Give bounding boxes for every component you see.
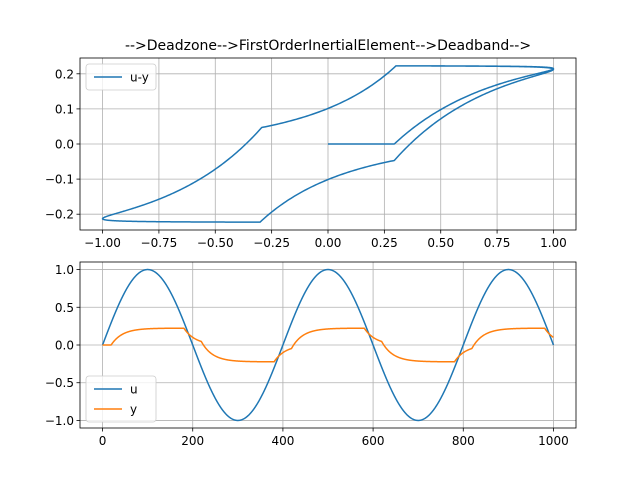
legend-box — [85, 375, 157, 423]
legend-label-u: u — [130, 383, 138, 397]
x-tick-label-5: 0.25 — [371, 236, 398, 250]
series-line-u-y — [101, 65, 555, 223]
y-tick-label-4: 0.2 — [55, 67, 74, 81]
x-tick-label-2: 400 — [271, 434, 294, 448]
series-line-y — [102, 327, 554, 363]
y-tick-label-4: 1.0 — [55, 263, 74, 277]
y-tick-label-0: −0.2 — [45, 208, 74, 222]
legend-label-u-y: u-y — [130, 71, 149, 85]
y-tick-label-2: 0.0 — [55, 138, 74, 152]
y-tick-label-3: 0.5 — [55, 301, 74, 315]
series-line-u — [101, 268, 555, 422]
x-tick-label-0: 0 — [99, 434, 107, 448]
y-tick-label-1: −0.5 — [45, 376, 74, 390]
legend: uy — [85, 375, 157, 423]
series-group — [101, 268, 555, 422]
figure-title: -->Deadzone-->FirstOrderInertialElement-… — [125, 38, 531, 54]
plot-top: −1.00 −0.75 −0.50 −0.25 0.00 0.25 0.50 0.75 1.00… — [45, 57, 577, 250]
x-tick-label-8: 1.00 — [540, 236, 567, 250]
x-tick-label-5: 1000 — [538, 434, 569, 448]
x-tick-label-4: 800 — [452, 434, 475, 448]
plot-bottom: 0 200 400 600 800 1000 −1.0 −0.5 0.0 0.5 1.0 uy — [45, 261, 577, 448]
legend-label-y: y — [130, 403, 137, 417]
x-tick-label-7: 0.75 — [484, 236, 511, 250]
x-tick-label-3: 600 — [362, 434, 385, 448]
x-tick-label-0: −1.00 — [84, 236, 121, 250]
series-group — [101, 65, 555, 223]
y-tick-label-3: 0.1 — [55, 102, 74, 116]
x-tick-label-1: 200 — [181, 434, 204, 448]
x-tick-label-3: −0.25 — [253, 236, 290, 250]
x-tick-label-1: −0.75 — [141, 236, 178, 250]
y-tick-label-1: −0.1 — [45, 173, 74, 187]
x-tick-label-2: −0.50 — [197, 236, 234, 250]
x-tick-label-4: 0.00 — [315, 236, 342, 250]
y-tick-label-0: −1.0 — [45, 414, 74, 428]
x-tick-label-6: 0.50 — [427, 236, 454, 250]
legend: u-y — [85, 63, 157, 91]
ticks: 0 200 400 600 800 1000 −1.0 −0.5 0.0 0.5 1.0 — [45, 263, 569, 448]
y-tick-label-2: 0.0 — [55, 339, 74, 353]
ticks: −1.00 −0.75 −0.50 −0.25 0.00 0.25 0.50 0.75 1.00… — [45, 67, 567, 250]
